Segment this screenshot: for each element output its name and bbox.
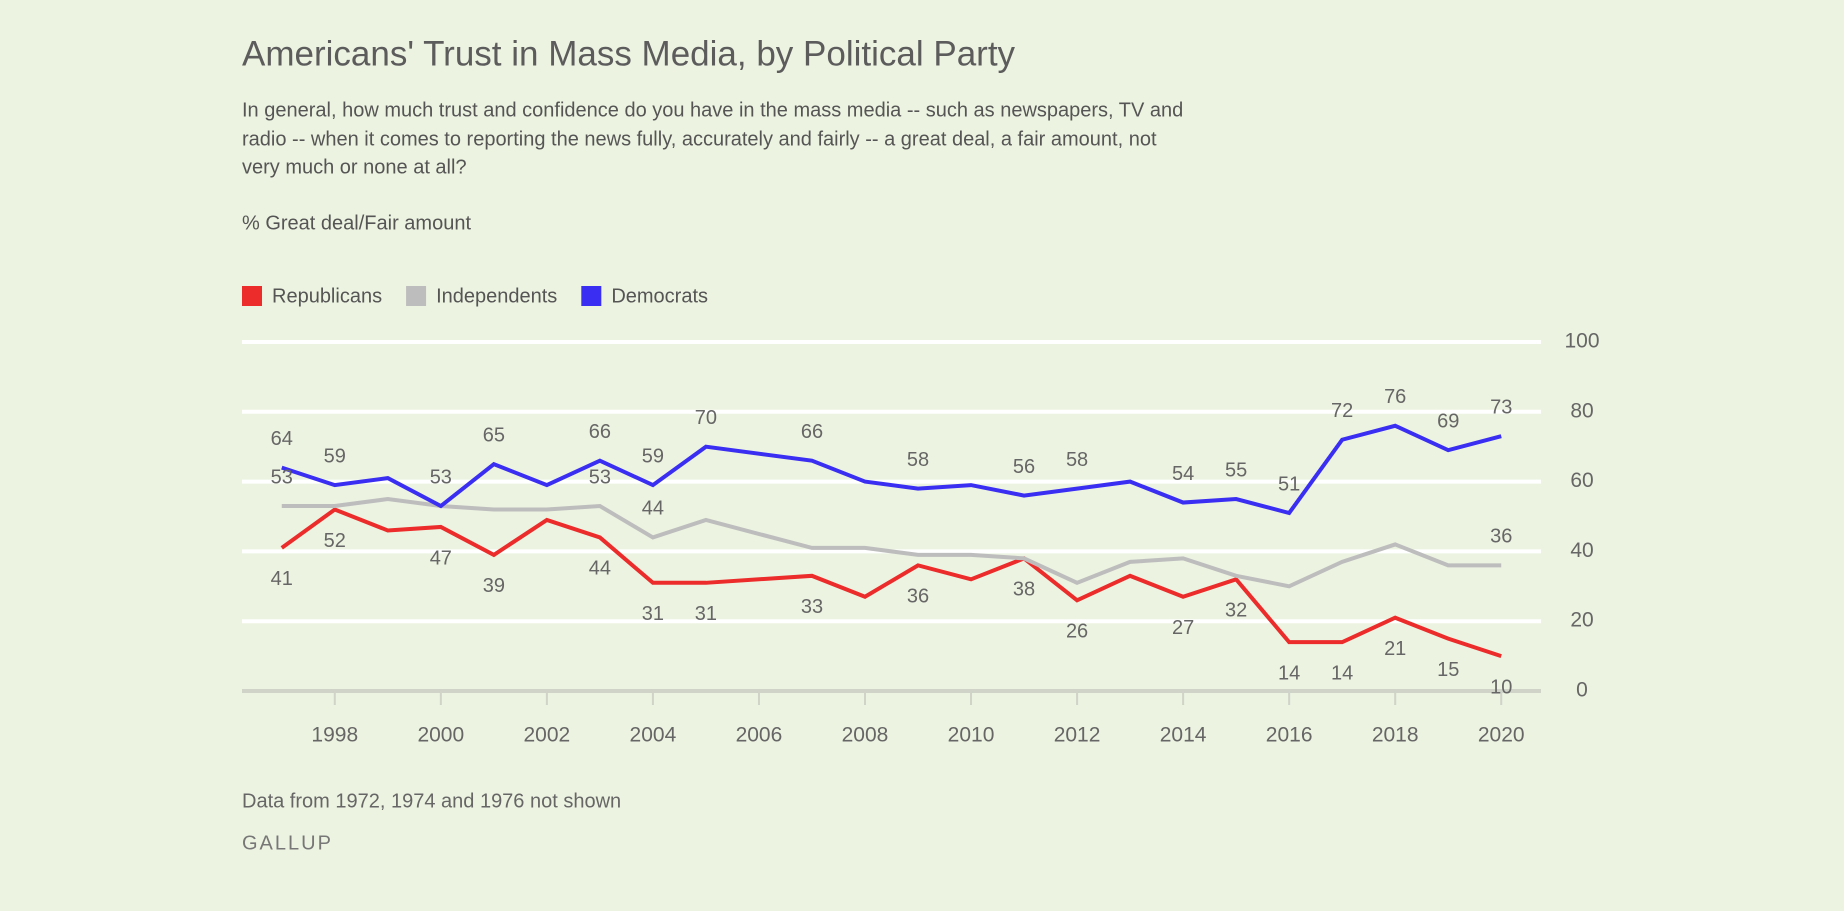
data-label: 51 <box>1278 473 1300 495</box>
x-tick-label: 2010 <box>948 724 995 747</box>
data-label: 69 <box>1437 410 1459 432</box>
data-label: 53 <box>430 466 452 488</box>
x-tick-label: 2020 <box>1478 724 1525 747</box>
data-label: 33 <box>801 596 823 618</box>
data-label: 14 <box>1331 662 1353 684</box>
legend-swatch <box>406 286 427 306</box>
x-tick-label: 2006 <box>736 724 783 747</box>
y-label: % Great deal/Fair amount <box>242 212 471 234</box>
data-label: 10 <box>1490 676 1512 698</box>
y-tick-label: 60 <box>1570 469 1593 492</box>
data-label: 58 <box>907 449 929 471</box>
data-label: 54 <box>1172 463 1194 485</box>
data-label: 76 <box>1384 386 1406 408</box>
data-label: 64 <box>271 428 293 450</box>
data-label: 53 <box>589 466 611 488</box>
x-tick-label: 2004 <box>630 724 677 747</box>
y-tick-label: 100 <box>1564 330 1599 353</box>
data-label: 21 <box>1384 638 1406 660</box>
data-label: 44 <box>642 498 664 520</box>
legend-swatch <box>242 286 262 306</box>
data-label: 55 <box>1225 459 1247 481</box>
data-label: 53 <box>271 466 293 488</box>
data-label: 38 <box>1013 579 1035 601</box>
legend-label: Democrats <box>611 285 708 307</box>
data-label: 27 <box>1172 617 1194 639</box>
data-label: 39 <box>483 575 505 597</box>
data-label: 31 <box>642 603 664 625</box>
y-tick-label: 0 <box>1576 679 1588 702</box>
legend-swatch <box>581 286 602 306</box>
note: Data from 1972, 1974 and 1976 not shown <box>242 790 621 812</box>
data-label: 44 <box>589 558 611 580</box>
y-tick-label: 40 <box>1570 539 1593 562</box>
data-label: 66 <box>801 421 823 443</box>
legend-label: Independents <box>436 285 557 307</box>
data-label: 70 <box>695 407 717 429</box>
source: GALLUP <box>242 832 333 854</box>
y-tick-label: 80 <box>1570 399 1593 422</box>
data-label: 47 <box>430 547 452 569</box>
x-tick-label: 2002 <box>524 724 571 747</box>
x-tick-label: 2014 <box>1160 724 1207 747</box>
data-label: 32 <box>1225 600 1247 622</box>
series-line <box>281 423 1502 516</box>
data-label: 36 <box>1490 526 1512 548</box>
data-label: 59 <box>324 445 346 467</box>
data-label: 56 <box>1013 456 1035 478</box>
data-label: 72 <box>1331 400 1353 422</box>
data-label: 73 <box>1490 397 1512 419</box>
legend-label: Republicans <box>272 285 382 307</box>
series-line <box>281 497 1502 589</box>
data-label: 59 <box>642 445 664 467</box>
x-tick-label: 2008 <box>842 724 889 747</box>
x-tick-label: 1998 <box>311 724 358 747</box>
data-label: 15 <box>1437 659 1459 681</box>
chart-title: Americans' Trust in Mass Media, by Polit… <box>242 34 1016 73</box>
data-label: 52 <box>324 530 346 552</box>
data-label: 14 <box>1278 662 1300 684</box>
x-tick-label: 2012 <box>1054 724 1101 747</box>
y-tick-label: 20 <box>1570 609 1593 632</box>
data-label: 31 <box>695 603 717 625</box>
series-line <box>280 507 1502 658</box>
subtitle: very much or none at all? <box>242 156 467 178</box>
subtitle: radio -- when it comes to reporting the … <box>242 128 1157 150</box>
data-label: 36 <box>907 586 929 608</box>
data-label: 66 <box>589 421 611 443</box>
data-label: 65 <box>483 424 505 446</box>
x-tick-label: 2016 <box>1266 724 1313 747</box>
data-label: 41 <box>271 568 293 590</box>
data-label: 58 <box>1066 449 1088 471</box>
data-label: 26 <box>1066 621 1088 643</box>
x-tick-label: 2018 <box>1372 724 1419 747</box>
subtitle: In general, how much trust and confidenc… <box>242 99 1183 121</box>
x-tick-label: 2000 <box>417 724 464 747</box>
